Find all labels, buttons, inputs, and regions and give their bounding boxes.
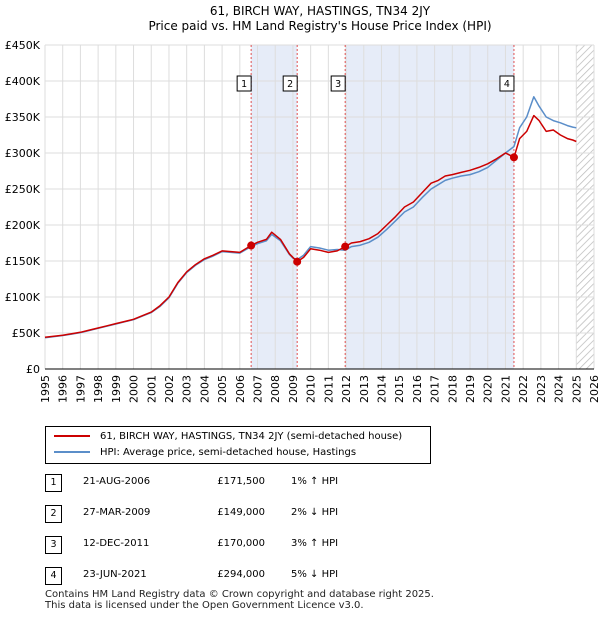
sale-date: 21-AUG-2006 xyxy=(83,476,151,487)
x-tick-label: 2000 xyxy=(128,375,141,403)
legend-label-property: 61, BIRCH WAY, HASTINGS, TN34 2JY (semi-… xyxy=(100,431,403,442)
shaded-ownership-period xyxy=(345,45,514,369)
sale-number-badge: 4 xyxy=(45,567,62,585)
sale-number-badge: 3 xyxy=(45,536,62,554)
shaded-ownership-period xyxy=(251,45,298,369)
sale-price: £171,500 xyxy=(217,476,265,487)
sale-hpi-diff: 1% ↑ HPI xyxy=(291,476,339,487)
legend-item-property: 61, BIRCH WAY, HASTINGS, TN34 2JY (semi-… xyxy=(54,430,402,444)
sale-price: £149,000 xyxy=(217,507,265,518)
x-tick-label: 2024 xyxy=(553,375,566,403)
x-tick-label: 2011 xyxy=(322,375,335,403)
sale-row: 1 21-AUG-2006 £171,500 1% ↑ HPI xyxy=(45,474,585,505)
sale-label-box xyxy=(236,75,252,92)
x-tick-label: 2010 xyxy=(305,375,318,403)
footer: Contains HM Land Registry data © Crown c… xyxy=(45,589,434,611)
x-tick-label: 2008 xyxy=(269,375,282,403)
y-tick-label: £450K xyxy=(5,39,41,52)
sale-date: 23-JUN-2021 xyxy=(83,569,147,580)
legend-label-hpi: HPI: Average price, semi-detached house,… xyxy=(100,447,357,458)
sale-row: 2 27-MAR-2009 £149,000 2% ↓ HPI xyxy=(45,505,585,536)
y-tick-label: £150K xyxy=(5,255,41,268)
y-tick-label: £200K xyxy=(5,219,41,232)
sale-number-badge: 1 xyxy=(45,474,62,492)
forecast-hatch xyxy=(576,45,594,369)
x-tick-label: 1998 xyxy=(92,375,105,403)
x-tick-label: 2007 xyxy=(252,375,265,403)
price-chart: 1 2 3 4 £0 £50K £100K £150K £200K £250K £300K £350… xyxy=(5,39,600,403)
x-tick-label: 2014 xyxy=(375,375,388,403)
x-tick-label: 2015 xyxy=(393,375,406,403)
sale-price: £294,000 xyxy=(217,569,265,580)
sales-table: 1 21-AUG-2006 £171,500 1% ↑ HPI 2 27-MAR… xyxy=(45,474,585,598)
x-tick-label: 2001 xyxy=(145,375,158,403)
footer-copyright: Contains HM Land Registry data © Crown c… xyxy=(45,589,434,600)
sale-point xyxy=(341,242,350,251)
x-tick-label: 2019 xyxy=(464,375,477,403)
x-tick-label: 2023 xyxy=(535,375,548,403)
x-tick-label: 2020 xyxy=(482,375,495,403)
sale-label-box xyxy=(499,75,515,92)
sale-label: 3 xyxy=(335,79,341,90)
chart-subtitle: Price paid vs. HM Land Registry's House … xyxy=(148,19,492,33)
sale-hpi-diff: 2% ↓ HPI xyxy=(291,507,339,518)
x-tick-label: 2012 xyxy=(340,375,353,403)
property-price-line xyxy=(44,114,577,339)
x-tick-label: 2005 xyxy=(216,375,229,403)
sale-label: 1 xyxy=(241,79,247,90)
sale-hpi-diff: 5% ↓ HPI xyxy=(291,569,339,580)
x-tick-label: 2025 xyxy=(570,375,583,403)
footer-licence: This data is licensed under the Open Gov… xyxy=(45,600,364,611)
sale-point xyxy=(293,257,302,266)
sale-point xyxy=(509,153,518,162)
legend-swatch-hpi xyxy=(54,451,90,453)
x-tick-label: 1997 xyxy=(74,375,87,403)
sale-hpi-diff: 3% ↑ HPI xyxy=(291,538,339,549)
y-tick-label: £350K xyxy=(5,111,41,124)
x-tick-label: 1995 xyxy=(39,375,52,403)
y-tick-label: £50K xyxy=(12,327,41,340)
y-tick-label: £0 xyxy=(26,363,40,376)
x-tick-label: 2018 xyxy=(446,375,459,403)
sale-row: 4 23-JUN-2021 £294,000 5% ↓ HPI xyxy=(45,567,585,598)
x-tick-label: 2017 xyxy=(429,375,442,403)
y-tick-label: £100K xyxy=(5,291,41,304)
legend-item-hpi: HPI: Average price, semi-detached house,… xyxy=(54,446,356,460)
legend-swatch-property xyxy=(54,435,90,437)
x-tick-label: 2022 xyxy=(517,375,530,403)
chart-title: 61, BIRCH WAY, HASTINGS, TN34 2JY xyxy=(209,4,431,18)
sale-label-box xyxy=(282,75,298,92)
x-tick-label: 2002 xyxy=(163,375,176,403)
x-tick-label: 1996 xyxy=(57,375,70,403)
sale-label-box xyxy=(330,75,346,92)
sale-label: 2 xyxy=(287,79,293,90)
x-tick-label: 2021 xyxy=(499,375,512,403)
x-tick-label: 2003 xyxy=(181,375,194,403)
sale-date: 12-DEC-2011 xyxy=(83,538,150,549)
x-tick-label: 2006 xyxy=(234,375,247,403)
y-tick-label: £400K xyxy=(5,75,41,88)
legend: 61, BIRCH WAY, HASTINGS, TN34 2JY (semi-… xyxy=(45,426,431,464)
x-tick-label: 2013 xyxy=(358,375,371,403)
x-tick-label: 1999 xyxy=(110,375,123,403)
sale-point xyxy=(247,241,256,250)
sale-row: 3 12-DEC-2011 £170,000 3% ↑ HPI xyxy=(45,536,585,567)
sale-date: 27-MAR-2009 xyxy=(83,507,151,518)
x-tick-label: 2009 xyxy=(287,375,300,403)
sale-price: £170,000 xyxy=(217,538,265,549)
x-tick-label: 2004 xyxy=(198,375,211,403)
y-tick-label: £250K xyxy=(5,183,41,196)
y-tick-label: £300K xyxy=(5,147,41,160)
sale-number-badge: 2 xyxy=(45,505,62,523)
sale-label: 4 xyxy=(504,79,510,90)
x-tick-label: 2016 xyxy=(411,375,424,403)
chart-title-block: 61, BIRCH WAY, HASTINGS, TN34 2JY Price … xyxy=(0,4,600,34)
x-tick-label: 2026 xyxy=(588,375,600,403)
